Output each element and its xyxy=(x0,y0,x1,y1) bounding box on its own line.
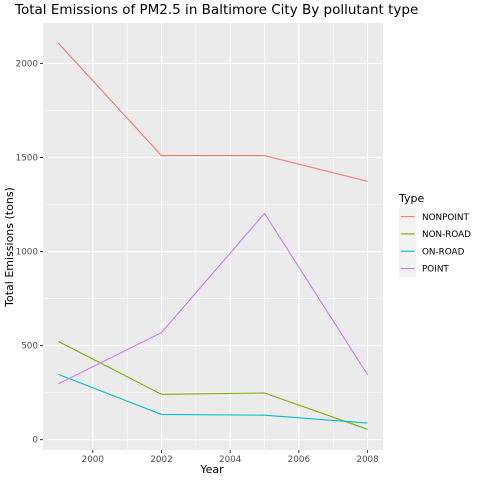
legend-item-non-road: NON-ROAD xyxy=(399,225,471,243)
major-gridlines xyxy=(43,23,383,450)
x-axis-title: Year xyxy=(199,463,224,476)
legend-item-nonpoint: NONPOINT xyxy=(399,208,469,226)
series-line-point xyxy=(58,212,369,385)
legend-label: NON-ROAD xyxy=(422,230,471,240)
y-tick-label: 1500 xyxy=(16,153,39,163)
legend-items: NONPOINT NON-ROAD ON-ROAD POINT xyxy=(399,208,471,278)
chart-title: Total Emissions of PM2.5 in Baltimore Ci… xyxy=(14,2,418,18)
legend: Type NONPOINT NON-ROAD ON-ROAD POINT xyxy=(398,192,471,278)
legend-item-on-road: ON-ROAD xyxy=(399,242,465,260)
y-tick-label: 2000 xyxy=(16,59,39,69)
series-line-non-road xyxy=(58,340,368,430)
y-tick-label: 0 xyxy=(32,436,38,446)
legend-title: Type xyxy=(398,192,424,205)
legend-label: POINT xyxy=(422,265,449,275)
plot-panel xyxy=(43,23,383,450)
y-tick-label: 1000 xyxy=(16,248,39,258)
x-tick-label: 2008 xyxy=(356,455,378,465)
legend-label: NONPOINT xyxy=(422,213,469,223)
y-axis-title: Total Emissions (tons) xyxy=(3,187,16,308)
x-tick-label: 2006 xyxy=(288,455,311,465)
x-tick-label: 2004 xyxy=(219,455,242,465)
x-tick-label: 2002 xyxy=(150,455,172,465)
minor-gridlines xyxy=(43,23,383,450)
legend-label: ON-ROAD xyxy=(422,247,465,257)
series-line-on-road xyxy=(58,373,368,424)
y-axis: 0 500 1000 1500 2000 xyxy=(16,59,43,446)
x-tick-label: 2000 xyxy=(82,455,105,465)
y-tick-label: 500 xyxy=(21,342,38,352)
legend-item-point: POINT xyxy=(399,259,449,278)
series-line-nonpoint xyxy=(58,42,368,182)
series-lines xyxy=(58,42,369,430)
x-axis: 2000 2002 2004 2006 2008 xyxy=(82,450,379,465)
